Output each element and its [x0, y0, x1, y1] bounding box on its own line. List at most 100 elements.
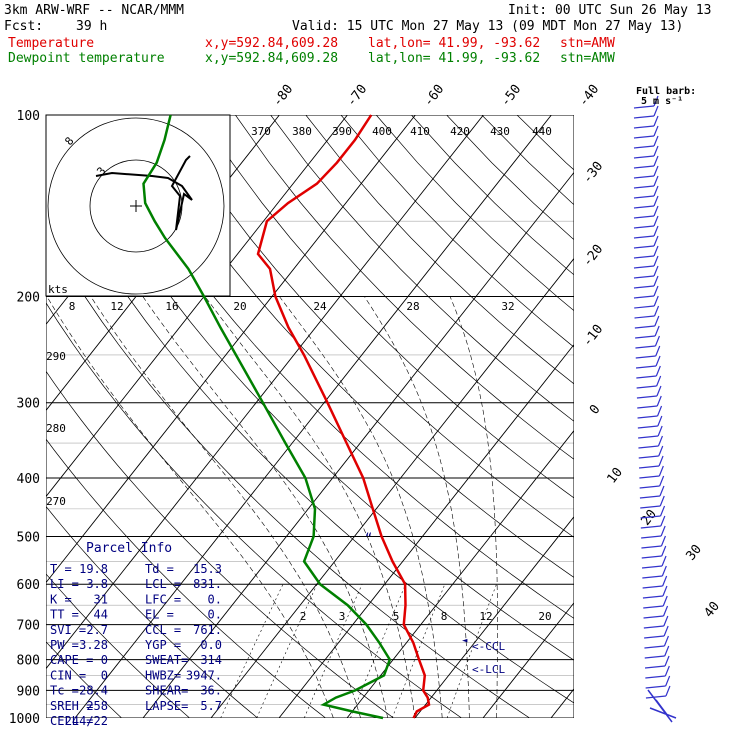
parcel-info-cell: LAPSE=	[145, 699, 188, 713]
dry-adiabat-line	[46, 438, 326, 718]
wind-barb-shaft	[644, 635, 665, 639]
wind-barb-shaft	[637, 415, 658, 419]
moist-adiabat-line	[279, 296, 443, 718]
wind-barb	[633, 115, 659, 129]
wind-barb-flag	[665, 675, 671, 687]
speed-ring-label: 32	[501, 300, 514, 313]
parcel-info-cell: SHEAR=	[145, 684, 188, 698]
wind-barb-shaft	[633, 165, 655, 169]
mixing-ratio-line	[304, 584, 363, 718]
parcel-info-cell: 3.8	[86, 577, 108, 591]
wind-barb-shaft	[642, 585, 663, 589]
wind-barb	[633, 165, 659, 179]
parcel-info-cell: Td =	[145, 562, 174, 576]
wind-barb-flag	[662, 575, 668, 587]
isotherm-tick-label: 30	[684, 542, 705, 564]
wind-barb-shaft	[635, 345, 656, 349]
hodograph-center-mark	[130, 200, 142, 212]
forecast-label: Fcst:	[4, 19, 44, 34]
wind-barb-flag	[653, 245, 659, 257]
wind-barb-shaft	[633, 195, 655, 199]
wind-barb-shaft	[640, 505, 661, 509]
wind-barb-shaft	[638, 455, 659, 459]
wind-barb	[633, 195, 659, 209]
wind-barb-flag	[660, 535, 666, 547]
wind-barb-flag	[653, 195, 659, 207]
wind-barb-flag	[663, 625, 669, 637]
lcl-marker: <-LCL	[472, 663, 505, 676]
parcel-info-cell: CAPE =	[50, 653, 93, 667]
pressure-tick-label: 1000	[9, 712, 40, 727]
wind-barb-flag	[653, 205, 659, 217]
theta-tick-label: 420	[450, 125, 470, 138]
dry-adiabat-line	[411, 115, 574, 276]
wind-barb-flag	[659, 475, 665, 487]
wind-barb-flag	[653, 255, 659, 267]
legend-dewpoint-xy: x,y=592.84,609.28	[205, 51, 339, 66]
dry-adiabat-line	[375, 115, 574, 312]
dry-adiabat-line	[481, 115, 574, 206]
mixing-ratio-line	[220, 584, 284, 718]
wind-barb-shaft	[645, 675, 666, 679]
wind-barb-shaft	[633, 175, 655, 179]
wind-barb	[637, 395, 662, 409]
wind-barb-flag	[657, 415, 663, 427]
parcel-info-cell: SVI =	[50, 623, 86, 637]
wind-barb-shaft	[637, 425, 658, 429]
wind-barb-shaft	[633, 105, 655, 109]
mixing-ratio-line	[350, 584, 406, 718]
wind-barb-shaft	[633, 185, 655, 189]
dry-adiabat-line	[446, 115, 574, 241]
wind-barb-shaft	[633, 215, 655, 219]
parcel-info-cell: SWEAT=	[145, 653, 188, 667]
wind-barb-shaft	[639, 475, 660, 479]
wind-barb	[638, 435, 663, 449]
theta-tick-label: 370	[251, 125, 271, 138]
theta-tick-label: 290	[46, 350, 66, 363]
wind-barb	[638, 455, 664, 469]
wind-barb-shaft	[635, 355, 656, 359]
wind-barb-shaft	[633, 295, 655, 299]
isotherm-line	[46, 115, 484, 670]
moist-adiabat-line	[449, 296, 498, 718]
wind-barb	[633, 265, 659, 279]
wind-barb-flag	[659, 495, 665, 507]
wind-barb-shaft	[639, 485, 660, 489]
isotherm-line	[0, 115, 7, 718]
wind-barb	[633, 245, 659, 259]
wind-barb-flag	[653, 185, 659, 197]
parcel-info-cell: HWBZ=	[145, 668, 181, 682]
isotherm-line	[46, 115, 416, 584]
wind-barb-shaft	[638, 445, 659, 449]
parcel-info-cell: PW =	[50, 638, 79, 652]
pressure-tick-label: 900	[17, 684, 40, 699]
wind-barb-shaft	[636, 375, 657, 379]
parcel-info-cell: 0.	[208, 608, 222, 622]
parcel-info-cell: SREH =	[50, 699, 93, 713]
moist-adiabat-line	[46, 296, 334, 718]
wind-barb-flag	[658, 465, 664, 477]
wind-barb	[633, 255, 659, 269]
dry-adiabat-line	[340, 115, 574, 348]
legend-temperature-stn: stn=AMW	[560, 36, 615, 51]
wind-barb	[634, 315, 660, 329]
wind-barb-shaft	[633, 125, 655, 129]
dry-adiabat-line	[46, 505, 258, 718]
isotherm-tick-label: -60	[421, 82, 447, 110]
parcel-info-cell: 3.28	[79, 638, 108, 652]
wind-barb-flag	[653, 155, 659, 167]
wind-barb-flag	[653, 285, 659, 297]
wind-barb	[640, 495, 665, 509]
wind-barb	[634, 295, 659, 309]
parcel-info-cell: 44	[94, 608, 108, 622]
wind-barb-shaft	[633, 225, 655, 229]
wind-barb-flag	[653, 275, 659, 287]
wind-barb-shaft	[634, 325, 655, 329]
wind-barb-shaft	[641, 565, 663, 569]
wind-barb-shaft	[633, 255, 655, 259]
wind-barb-shaft	[634, 305, 655, 309]
wind-barb	[643, 605, 669, 619]
wind-barb-flag	[661, 545, 667, 557]
isotherm-tick-label: -50	[498, 82, 524, 110]
wind-barb-flag	[653, 125, 659, 137]
